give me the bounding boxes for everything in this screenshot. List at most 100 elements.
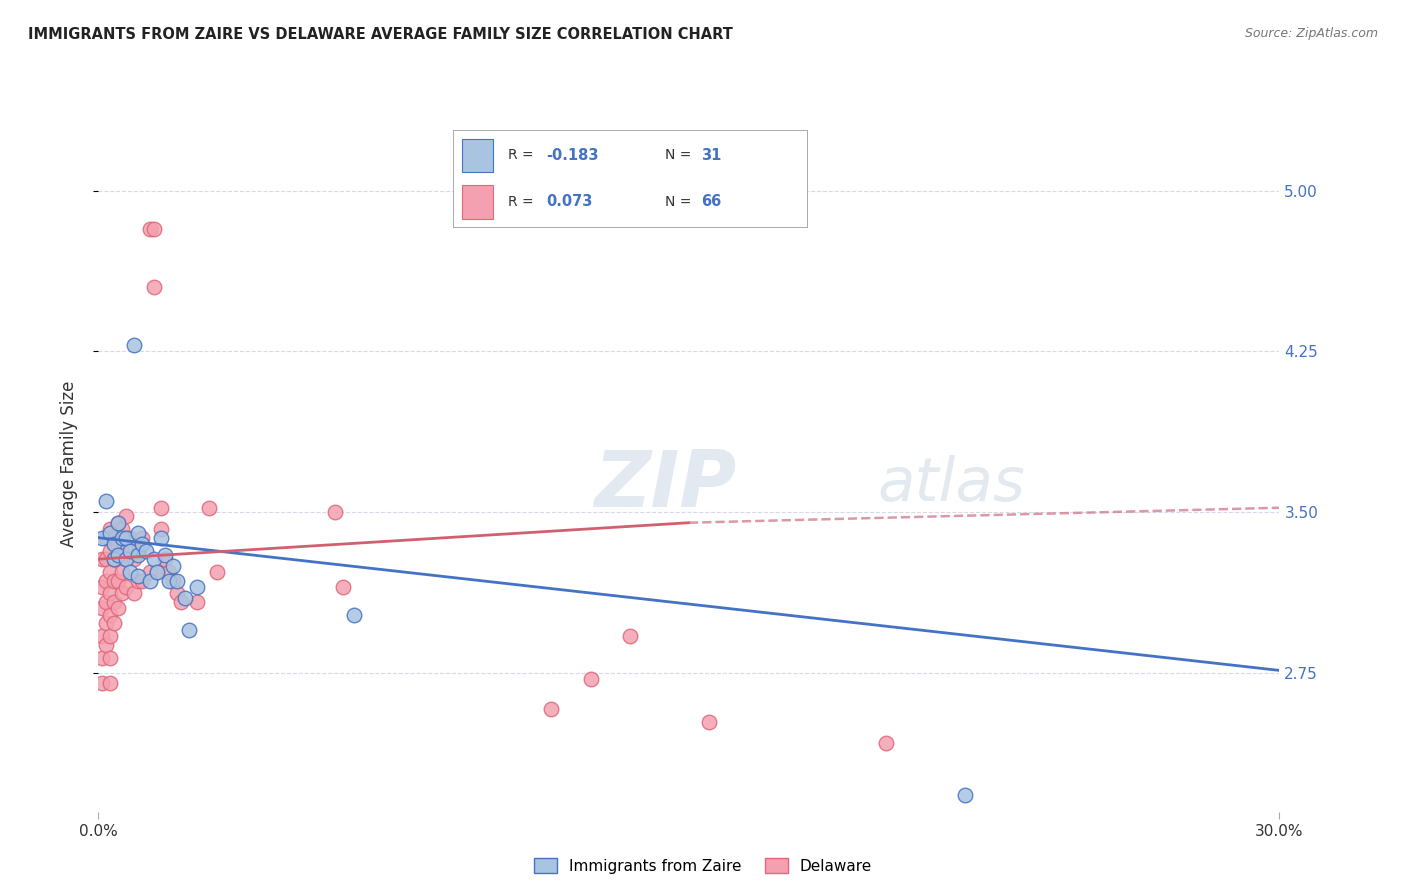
Point [96,638,118,652]
Point [111,586,134,600]
Point [122,338,145,352]
Point [111,565,134,579]
Point [103,552,125,566]
Point [186,580,208,594]
Point [142,552,165,566]
Point [162,558,184,573]
Point [107,601,129,615]
Point [96,531,118,545]
Point [127,574,149,588]
Point [98,629,121,643]
Point [98,522,121,536]
Point [174,591,197,605]
Point [91,531,114,545]
Point [150,531,173,545]
Point [205,565,228,579]
Point [127,569,149,583]
Point [157,574,180,588]
Point [697,714,720,729]
Point [98,607,121,622]
Point [135,543,157,558]
Point [96,574,118,588]
Point [138,222,160,236]
Point [98,676,121,690]
Point [103,531,125,545]
Point [115,580,138,594]
Point [177,623,200,637]
Text: IMMIGRANTS FROM ZAIRE VS DELAWARE AVERAGE FAMILY SIZE CORRELATION CHART: IMMIGRANTS FROM ZAIRE VS DELAWARE AVERAG… [28,27,733,42]
Point [107,548,129,562]
Point [115,509,138,524]
Point [103,552,125,566]
Point [186,595,208,609]
Point [146,565,169,579]
Point [118,565,141,579]
Point [142,280,165,294]
Point [96,552,118,566]
Point [98,650,121,665]
Point [166,574,188,588]
Point [131,531,153,545]
Point [875,736,897,750]
Point [98,586,121,600]
Point [127,543,149,558]
Point [138,574,160,588]
Point [155,548,177,562]
Point [162,574,184,588]
Point [150,522,173,536]
Point [107,574,129,588]
Point [197,500,219,515]
Y-axis label: Average Family Size: Average Family Size [59,381,77,547]
Point [91,676,114,690]
Point [332,580,354,594]
Point [96,595,118,609]
Point [111,522,134,536]
Point [155,552,177,566]
Point [142,222,165,236]
Point [91,552,114,566]
Point [91,601,114,615]
Point [122,552,145,566]
Point [98,543,121,558]
Point [118,543,141,558]
Point [115,531,138,545]
Point [166,586,188,600]
Point [111,531,134,545]
Point [91,629,114,643]
Point [343,607,366,622]
Point [91,580,114,594]
Point [103,537,125,551]
Legend: Immigrants from Zaire, Delaware: Immigrants from Zaire, Delaware [527,852,879,880]
Point [103,574,125,588]
Point [107,516,129,530]
Point [131,537,153,551]
Point [170,595,193,609]
Point [115,552,138,566]
Point [103,595,125,609]
Point [122,586,145,600]
Point [107,516,129,530]
Point [96,494,118,508]
Point [619,629,641,643]
Point [540,702,562,716]
Point [127,548,149,562]
Point [91,650,114,665]
Point [115,552,138,566]
Point [323,505,346,519]
Point [953,788,976,802]
Point [98,565,121,579]
Point [146,565,169,579]
Text: atlas: atlas [877,455,1026,514]
Point [157,565,180,579]
Text: ZIP: ZIP [595,447,737,523]
Point [96,616,118,631]
Point [579,672,602,686]
Point [115,531,138,545]
Point [103,616,125,631]
Point [131,574,153,588]
Point [138,565,160,579]
Point [111,543,134,558]
Point [98,526,121,541]
Point [118,531,141,545]
Point [150,500,173,515]
